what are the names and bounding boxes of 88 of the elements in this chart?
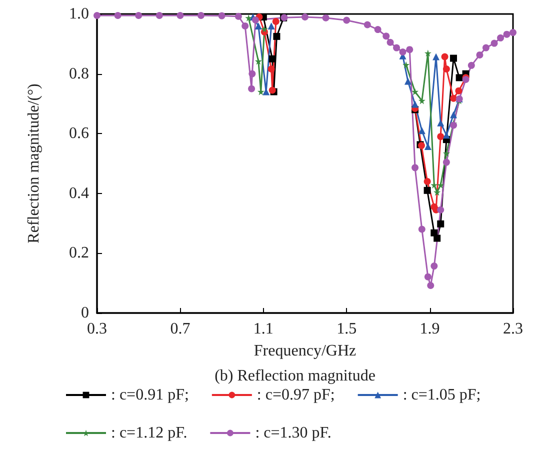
point	[442, 150, 450, 157]
point	[114, 12, 122, 19]
point	[412, 88, 419, 96]
point	[490, 40, 498, 47]
point	[424, 186, 431, 194]
point	[260, 25, 268, 32]
point	[432, 53, 440, 60]
legend-label: : c=1.30 pF.	[255, 424, 332, 442]
x-tick-label: 1.5	[336, 320, 357, 338]
x-tick-label: 0.3	[87, 320, 107, 338]
point	[218, 12, 226, 20]
y-tick-label: 0.2	[69, 244, 89, 262]
point	[374, 26, 382, 34]
point	[434, 188, 441, 196]
y-tick-label: 0	[81, 304, 89, 322]
point	[156, 12, 163, 19]
point	[434, 234, 441, 242]
point	[442, 158, 450, 166]
point	[437, 220, 444, 228]
point	[273, 32, 280, 40]
point	[476, 51, 484, 58]
point	[424, 178, 431, 185]
legend-label: : c=1.05 pF;	[402, 386, 481, 404]
point	[424, 50, 432, 57]
y-tick-label: 0.4	[69, 184, 89, 202]
point	[427, 282, 434, 289]
point	[252, 16, 259, 24]
point	[437, 182, 444, 189]
point	[254, 58, 262, 65]
point	[437, 133, 444, 140]
point	[382, 32, 390, 40]
point	[442, 132, 450, 139]
point	[412, 164, 419, 172]
point	[482, 44, 490, 52]
point	[402, 61, 410, 68]
legend-label: : c=1.12 pF.	[111, 424, 188, 442]
point	[254, 22, 262, 30]
point	[245, 14, 252, 22]
text: (b) Reflection magnitude	[214, 368, 376, 384]
point	[322, 14, 330, 22]
point	[393, 44, 400, 52]
point	[441, 53, 448, 60]
point	[272, 18, 280, 25]
point	[248, 70, 256, 78]
point	[268, 55, 276, 62]
legend-label: : c=0.97 pF;	[256, 386, 335, 404]
point	[302, 13, 308, 20]
point	[450, 111, 458, 118]
point	[412, 100, 419, 108]
y-axis-title: Reflection magnitude/(°)	[26, 84, 42, 244]
point	[510, 29, 516, 36]
point	[503, 30, 510, 38]
x-axis-title: Frequency/GHz	[254, 342, 356, 360]
point	[176, 12, 184, 19]
y-tick-label: 1.0	[69, 6, 89, 22]
point	[386, 38, 394, 46]
point	[456, 74, 463, 82]
legend-label: : c=0.91 pF;	[111, 386, 189, 404]
point	[424, 273, 432, 280]
x-tick-label: 2.3	[503, 320, 523, 338]
point	[437, 119, 444, 126]
point	[198, 12, 204, 19]
x-tick-label: 1.9	[420, 320, 440, 338]
y-tick-label: 0.8	[69, 65, 89, 82]
y-tick-label: 0.6	[69, 125, 89, 142]
point	[430, 262, 438, 270]
point	[418, 127, 426, 134]
point	[242, 22, 249, 30]
point	[248, 85, 256, 92]
point	[268, 22, 275, 30]
x-tick-label: 0.7	[170, 320, 190, 338]
point	[404, 78, 412, 85]
point	[364, 21, 371, 28]
point	[234, 12, 242, 20]
point	[450, 94, 458, 102]
point	[455, 87, 462, 94]
point	[399, 48, 406, 56]
point	[268, 66, 275, 73]
point	[468, 62, 475, 69]
point	[135, 12, 142, 19]
x-tick-label: 1.1	[253, 320, 274, 338]
point	[497, 34, 504, 42]
point	[406, 46, 414, 54]
point	[418, 226, 426, 233]
point	[437, 206, 444, 214]
point	[450, 54, 458, 62]
point	[343, 16, 350, 24]
point	[442, 66, 450, 73]
